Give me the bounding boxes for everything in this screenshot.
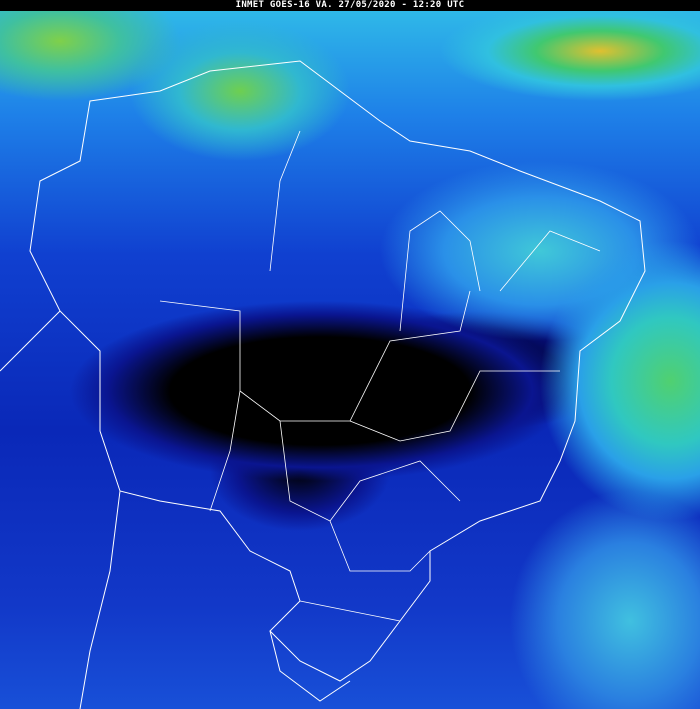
political-borders [0, 60, 646, 709]
state-borders [159, 130, 601, 622]
moisture-field [0, 11, 700, 709]
uruguay-border [269, 630, 351, 702]
image-title: INMET GOES-16 VA. 27/05/2020 - 12:20 UTC [0, 0, 700, 11]
brazil-border [29, 60, 646, 682]
chile-argentina-border [79, 490, 121, 709]
peru-border [0, 310, 61, 372]
country-borders [0, 60, 646, 709]
water-vapor-imagery [0, 11, 700, 709]
